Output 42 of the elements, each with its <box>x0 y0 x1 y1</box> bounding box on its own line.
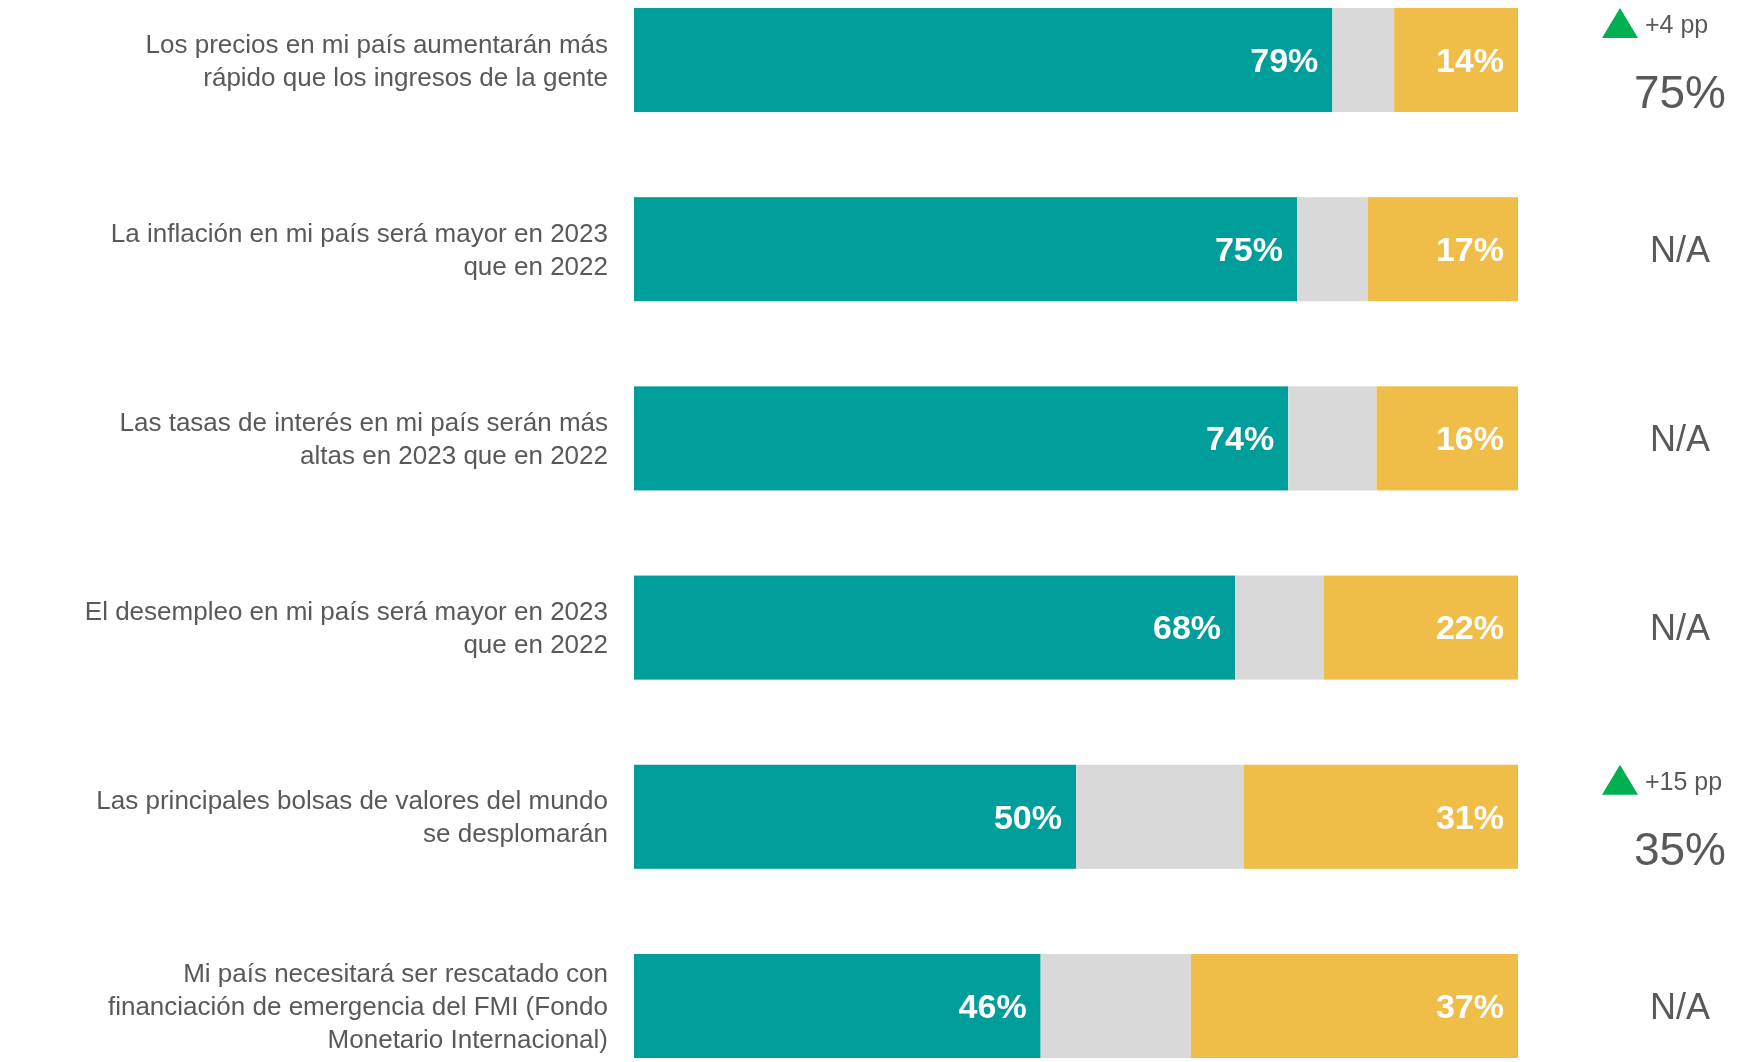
bar <box>1376 386 1518 491</box>
data-label: 17% <box>1435 230 1504 269</box>
text: N/A <box>1649 985 1711 1027</box>
data-label: 50% <box>993 797 1062 836</box>
text: +4 pp 75% <box>1633 9 1727 119</box>
bar <box>634 575 1236 680</box>
data-label: 68% <box>1153 608 1222 647</box>
data-label: 46% <box>958 986 1027 1025</box>
data-label: 22% <box>1435 608 1504 647</box>
bar <box>1235 575 1324 680</box>
bar <box>1288 386 1377 491</box>
data-label: 74% <box>1206 419 1275 458</box>
bar <box>1394 8 1518 113</box>
bar <box>1332 8 1395 113</box>
data-label: 31% <box>1435 797 1504 836</box>
text: N/A <box>1649 607 1711 649</box>
y-tick-label: El desempleo en mi país será mayor en 2023 que en 2022 <box>84 596 608 660</box>
text: N/A <box>1649 418 1711 460</box>
text: N/A <box>1649 228 1711 270</box>
bar <box>1297 197 1368 302</box>
data-label: 16% <box>1435 419 1504 458</box>
y-tick-label: Las principales bolsas de valores del mundo se desplomarán <box>96 785 608 849</box>
data-label: 75% <box>1214 230 1283 269</box>
bar <box>634 764 1076 869</box>
bar <box>1367 197 1518 302</box>
data-label: 14% <box>1435 40 1504 79</box>
bar <box>634 953 1041 1058</box>
bar <box>634 386 1289 491</box>
bar <box>1040 953 1191 1058</box>
text: +15 pp 35% <box>1633 766 1727 875</box>
y-tick-label: Mi país necesitará ser rescatado con financiación de emergencia del FMI (Fondo Monetario Internacional) <box>107 958 608 1055</box>
y-tick-label: Los precios en mi país aumentarán más rápido que los ingresos de la gente <box>145 28 608 92</box>
bar <box>1323 575 1518 680</box>
bar <box>1076 764 1244 869</box>
y-tick-label: Las tasas de interés en mi país serán más altas en 2023 que en 2022 <box>119 407 608 471</box>
bar <box>1190 953 1518 1058</box>
data-label: 79% <box>1250 40 1319 79</box>
y-tick-label: La inflación en mi país será mayor en 2023 que en 2022 <box>110 217 608 281</box>
bar <box>1243 764 1518 869</box>
data-label: 37% <box>1435 986 1504 1025</box>
bar <box>634 197 1297 302</box>
bar <box>634 8 1333 113</box>
